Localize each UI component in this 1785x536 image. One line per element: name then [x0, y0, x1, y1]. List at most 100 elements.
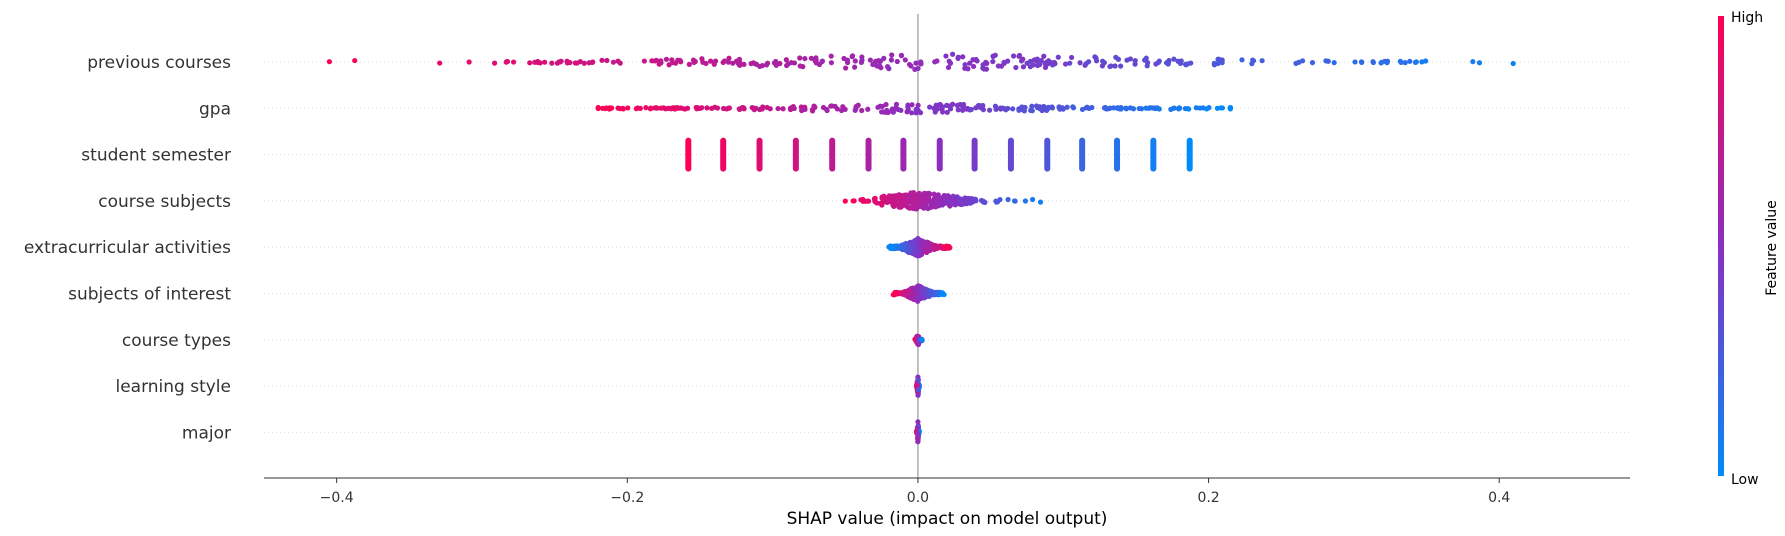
point — [1013, 64, 1019, 71]
point — [1022, 198, 1029, 204]
point — [1092, 54, 1098, 60]
point — [900, 137, 907, 172]
point — [1062, 61, 1069, 67]
point — [720, 59, 726, 66]
point — [998, 106, 1004, 112]
feature-label: extracurricular activities — [24, 238, 231, 258]
point — [890, 109, 896, 115]
point — [1113, 54, 1119, 60]
point — [749, 105, 755, 111]
point — [643, 105, 649, 111]
x-tick-label: 0.0 — [907, 490, 929, 506]
point — [760, 104, 766, 110]
point — [1218, 105, 1224, 111]
point — [1382, 58, 1388, 64]
point — [970, 63, 977, 70]
point — [929, 204, 935, 210]
point — [898, 107, 904, 113]
point — [882, 109, 888, 115]
point — [915, 65, 921, 72]
point — [898, 53, 905, 59]
point — [599, 57, 605, 63]
point — [915, 419, 921, 425]
point — [1037, 61, 1043, 68]
point — [1309, 60, 1316, 66]
point — [945, 198, 951, 204]
point — [980, 65, 986, 71]
point — [791, 60, 798, 66]
point — [652, 58, 658, 64]
point — [1325, 58, 1331, 64]
point — [923, 290, 929, 296]
point — [1227, 105, 1233, 111]
point — [802, 55, 808, 62]
feature-label: major — [182, 423, 231, 443]
point — [665, 105, 671, 112]
point — [937, 102, 944, 108]
point — [1171, 56, 1177, 62]
point — [780, 106, 786, 112]
point — [602, 105, 608, 112]
point — [730, 60, 736, 66]
point — [1352, 59, 1358, 65]
point — [919, 336, 925, 342]
point — [880, 194, 886, 200]
point — [1083, 105, 1089, 111]
feature-label: subjects of interest — [68, 285, 231, 305]
point — [938, 201, 945, 207]
point — [1012, 198, 1018, 204]
point — [609, 105, 615, 111]
point — [921, 205, 927, 211]
point — [797, 55, 803, 61]
point — [1055, 54, 1061, 60]
point — [1145, 105, 1151, 111]
point — [542, 59, 548, 65]
point — [615, 105, 621, 111]
point — [808, 55, 814, 61]
point — [1005, 196, 1011, 203]
point — [927, 104, 933, 110]
point — [980, 107, 986, 113]
x-tick-label: −0.4 — [320, 490, 354, 506]
point — [1020, 64, 1027, 70]
point — [850, 198, 856, 204]
point — [1034, 56, 1040, 62]
point — [1165, 61, 1171, 67]
point — [964, 106, 970, 112]
point — [437, 60, 443, 66]
point — [933, 194, 939, 200]
point — [1142, 57, 1148, 63]
point — [658, 58, 664, 64]
point — [990, 58, 996, 65]
point — [913, 60, 919, 66]
point — [1077, 60, 1083, 66]
point — [939, 109, 946, 115]
point — [812, 58, 818, 64]
point — [1176, 105, 1182, 111]
point — [1130, 106, 1137, 112]
point — [852, 107, 858, 113]
point — [635, 105, 641, 111]
point — [1044, 106, 1050, 112]
point — [990, 53, 996, 60]
point — [527, 60, 533, 66]
feature-label: gpa — [199, 99, 231, 119]
point — [1042, 60, 1048, 66]
point — [955, 107, 961, 113]
point — [916, 253, 922, 259]
point — [915, 430, 921, 436]
point — [946, 243, 952, 250]
point — [699, 56, 705, 62]
point — [1476, 60, 1483, 66]
feature-label: previous courses — [87, 53, 231, 73]
point — [934, 200, 940, 206]
point — [763, 62, 770, 68]
point — [944, 193, 950, 199]
point — [466, 59, 472, 65]
point — [1038, 57, 1044, 64]
point — [703, 60, 709, 67]
point — [896, 203, 902, 209]
point — [896, 193, 903, 199]
point — [1412, 59, 1419, 65]
point — [1144, 63, 1150, 69]
